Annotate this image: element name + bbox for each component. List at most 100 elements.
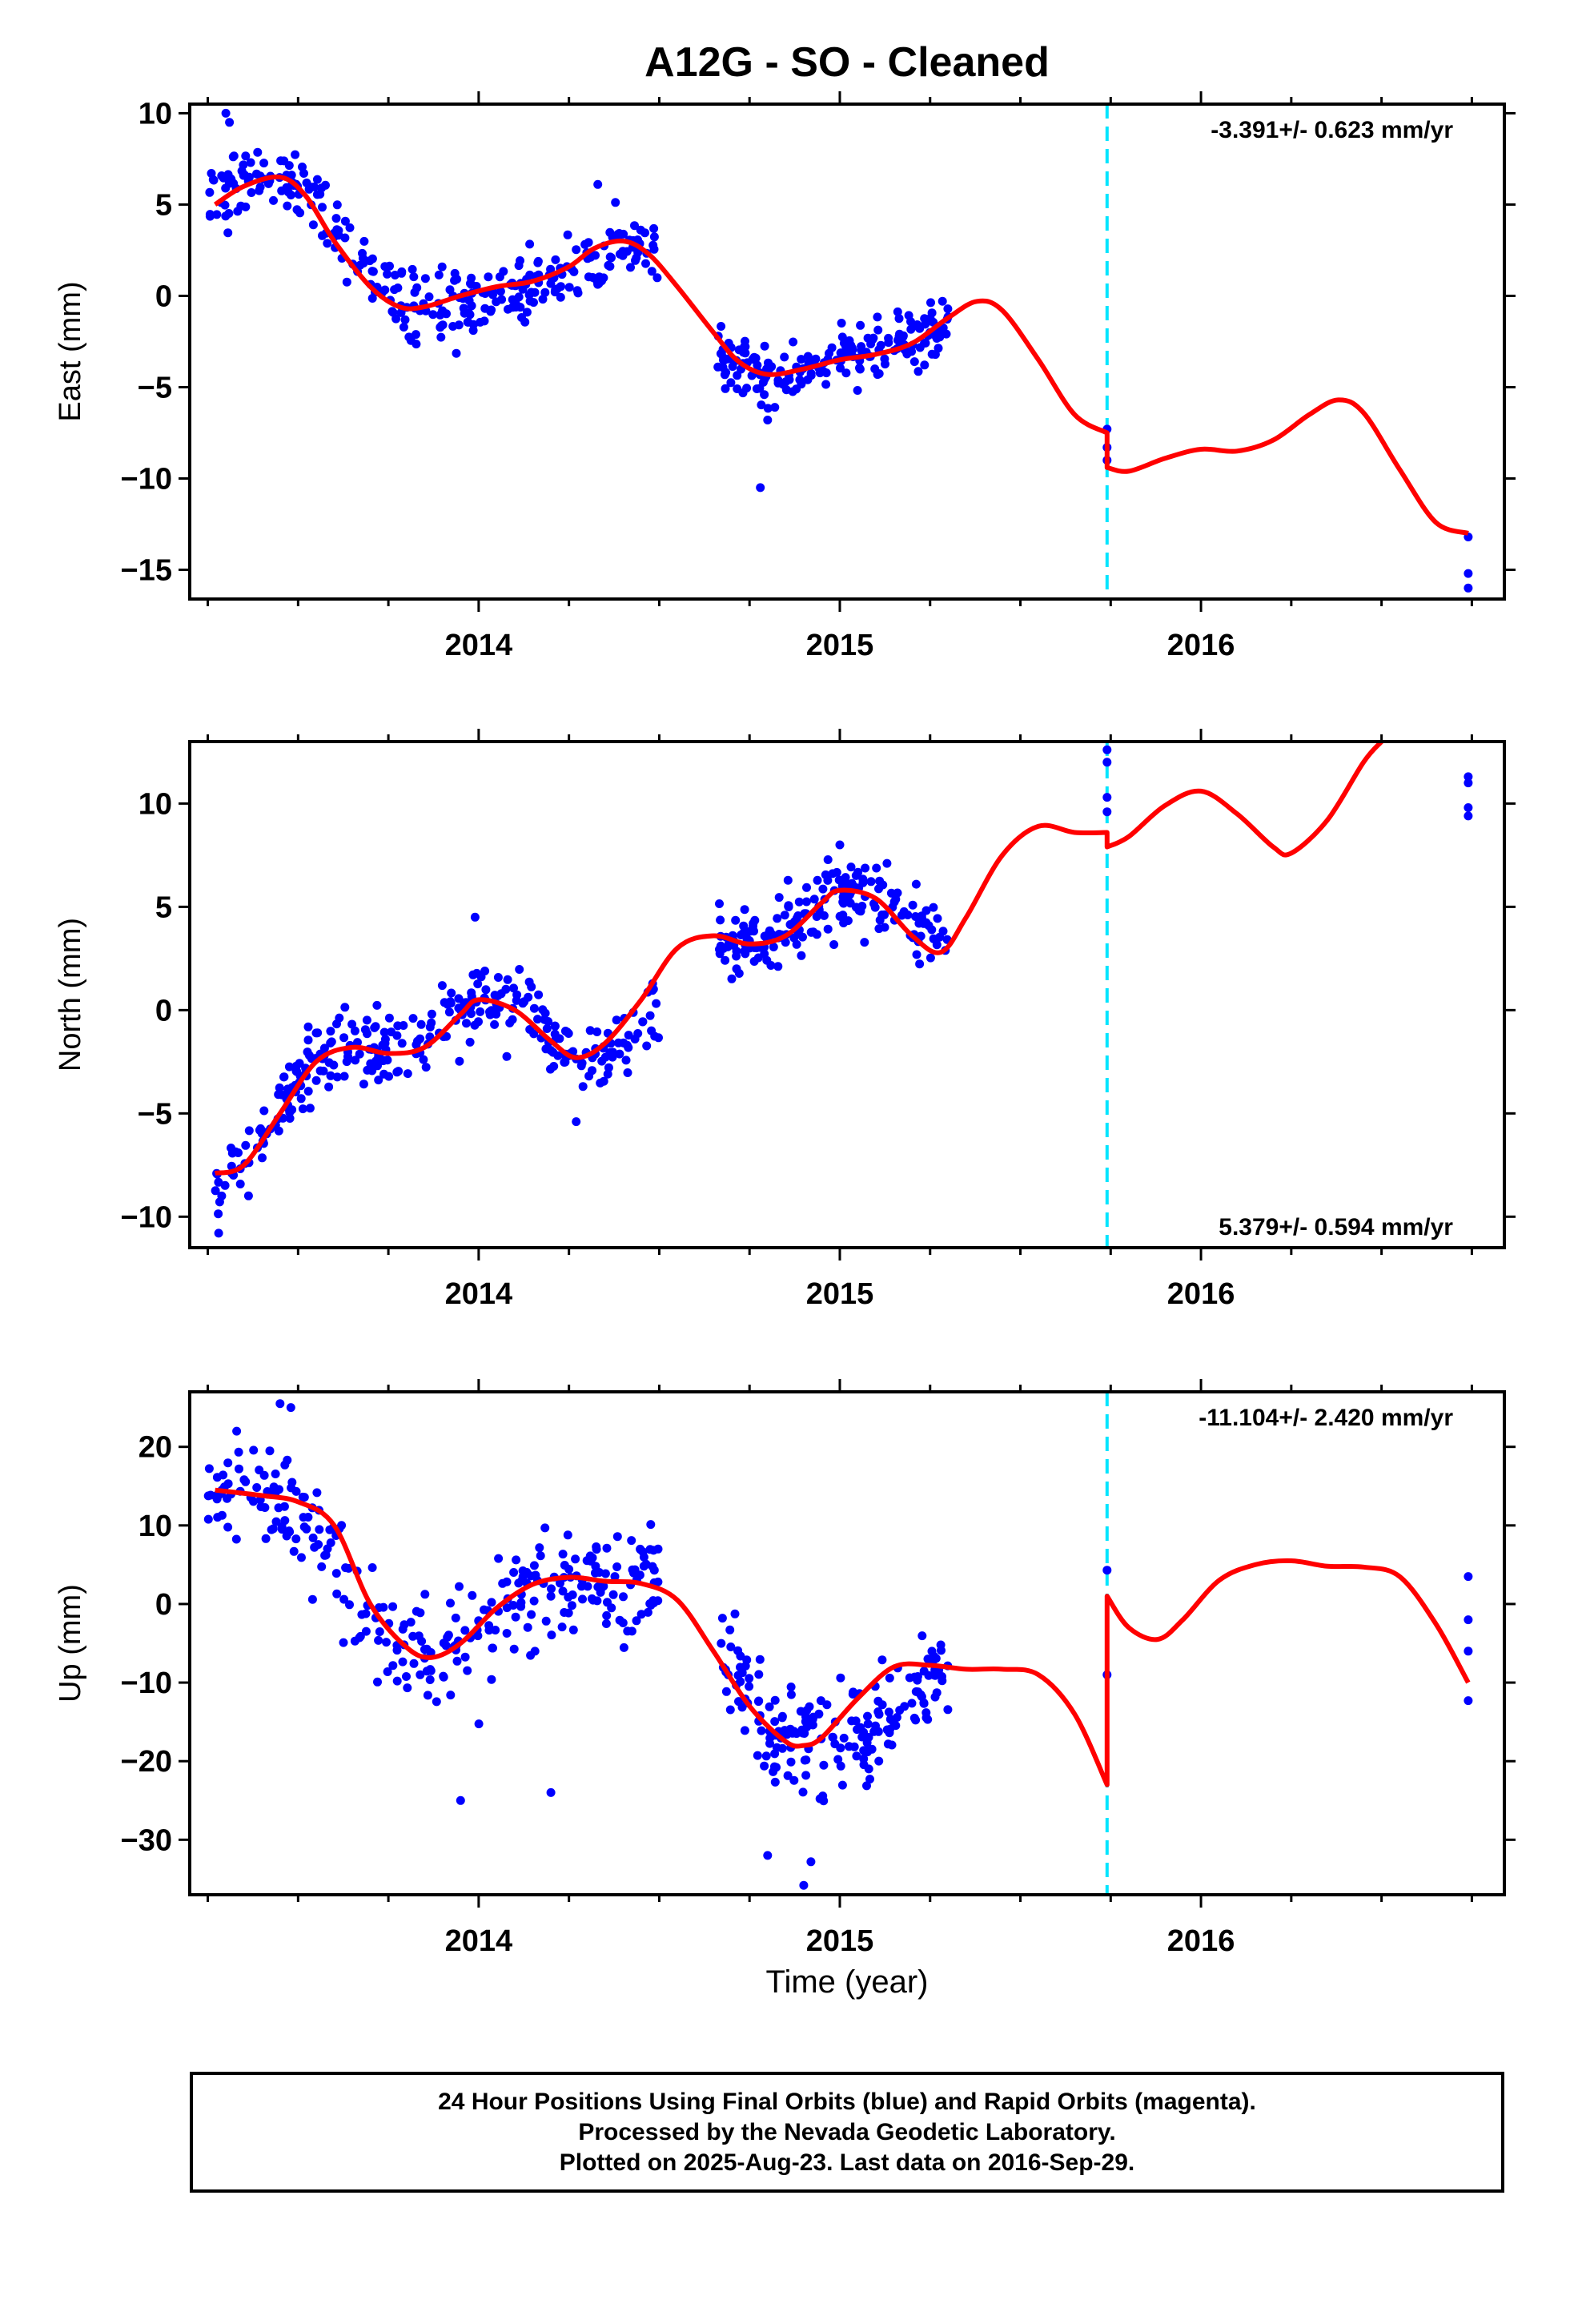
up-data-point (653, 1544, 663, 1554)
figure-title: A12G - SO - Cleaned (644, 39, 1050, 86)
east-y-tick-label: 5 (155, 188, 172, 222)
up-data-point (529, 1596, 539, 1606)
north-data-point (324, 1082, 334, 1092)
north-data-point (576, 1061, 586, 1071)
up-data-point (938, 1676, 947, 1686)
east-data-point (400, 315, 410, 324)
east-data-point (569, 267, 579, 276)
north-data-point (509, 983, 518, 993)
east-data-point (428, 310, 438, 320)
up-data-point (451, 1613, 460, 1622)
up-data-point (541, 1616, 551, 1626)
north-data-point (303, 1087, 313, 1096)
east-data-point (345, 223, 355, 232)
up-data-point (439, 1671, 448, 1681)
north-data-point (721, 955, 730, 965)
up-data-point (786, 1683, 796, 1691)
up-data-point (425, 1675, 435, 1684)
north-data-point (481, 985, 491, 995)
up-data-point (801, 1755, 811, 1765)
up-data-point (836, 1761, 845, 1771)
east-data-point (619, 229, 628, 239)
east-data-point (259, 159, 269, 168)
east-data-point (321, 180, 330, 190)
north-data-point (874, 924, 884, 934)
north-data-point (351, 1055, 360, 1065)
up-data-point (865, 1775, 874, 1784)
up-data-point (422, 1667, 432, 1676)
up-y-tick-label: 20 (139, 1431, 172, 1465)
up-data-point (265, 1446, 275, 1456)
x-axis-label: Time (year) (766, 1964, 929, 2000)
north-data-point (285, 1114, 295, 1123)
east-data-point (797, 380, 806, 389)
north-data-point (880, 910, 889, 919)
up-data-point (279, 1502, 289, 1511)
up-data-point (919, 1667, 929, 1676)
east-rate-label: -3.391+/- 0.623 mm/yr (1211, 117, 1453, 143)
north-data-point (889, 897, 899, 907)
east-data-point (909, 357, 919, 367)
up-data-point (535, 1543, 544, 1553)
up-data-point (877, 1655, 887, 1665)
east-data-point (926, 298, 935, 308)
up-data-point (602, 1610, 612, 1620)
east-data-point (855, 364, 864, 372)
up-data-point (388, 1602, 398, 1611)
east-data-point (837, 332, 847, 342)
up-data-point (801, 1712, 810, 1722)
up-data-point (635, 1570, 644, 1580)
east-data-point (593, 179, 603, 189)
east-data-point (464, 296, 474, 305)
east-data-point (390, 285, 400, 295)
up-data-point (734, 1697, 743, 1707)
up-data-point (277, 1522, 287, 1531)
east-data-point (649, 223, 659, 233)
north-data-point (503, 975, 512, 984)
north-data-point (773, 914, 782, 923)
up-data-point (398, 1624, 408, 1634)
east-data-point (315, 190, 325, 199)
north-y-axis-label: North (mm) (54, 918, 87, 1072)
up-data-point (576, 1582, 586, 1591)
up-data-point (444, 1630, 453, 1640)
north-data-point (560, 1027, 570, 1035)
north-data-point (802, 883, 811, 892)
north-data-point (235, 1180, 245, 1188)
north-data-point (599, 1076, 608, 1086)
up-data-point (460, 1652, 470, 1662)
east-data-point (463, 317, 472, 327)
up-data-point (877, 1700, 887, 1710)
north-data-point (749, 919, 758, 928)
east-data-point (720, 370, 729, 380)
up-data-point (546, 1591, 556, 1601)
east-data-point (836, 364, 845, 373)
up-data-point (863, 1711, 872, 1721)
east-data-point (756, 483, 765, 493)
north-data-point (874, 884, 883, 894)
east-data-point (596, 273, 605, 283)
east-data-point (323, 239, 332, 248)
north-data-point (882, 858, 892, 868)
east-data-point (540, 287, 550, 297)
up-data-point (816, 1696, 825, 1706)
up-data-point (361, 1626, 371, 1636)
east-data-point (454, 320, 464, 330)
north-data-point (214, 1228, 223, 1238)
up-data-point (249, 1445, 259, 1455)
north-data-point (468, 970, 478, 979)
north-data-point (812, 912, 821, 921)
up-data-point (568, 1625, 578, 1634)
north-data-point (305, 1104, 315, 1113)
north-data-point (220, 1180, 230, 1190)
north-data-point (274, 1090, 283, 1100)
east-data-point (263, 179, 273, 188)
up-data-point (770, 1777, 780, 1787)
east-data-point (930, 350, 940, 360)
north-data-point (739, 921, 749, 931)
up-y-tick-label: 0 (155, 1588, 172, 1622)
up-data-point (770, 1695, 780, 1705)
north-data-point (447, 988, 456, 998)
north-data-point (403, 1069, 412, 1079)
north-data-point (638, 1017, 648, 1027)
